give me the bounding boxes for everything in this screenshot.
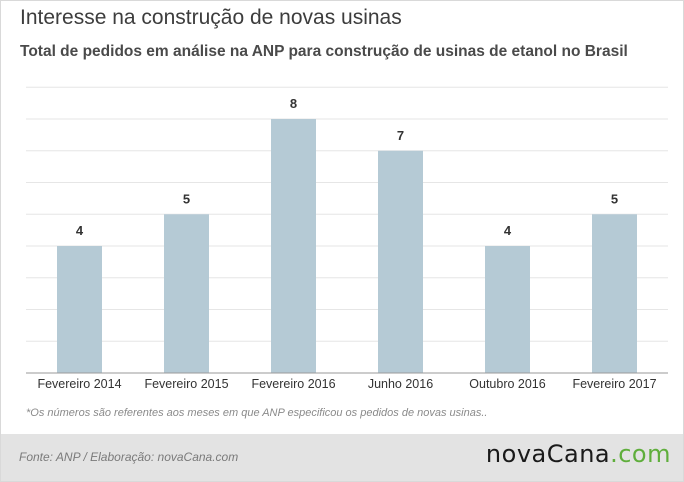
data-label: 4 — [504, 223, 512, 238]
x-tick-label: Junho 2016 — [368, 377, 433, 391]
bar[interactable] — [378, 150, 423, 373]
data-label: 5 — [183, 191, 190, 206]
footer-bar: Fonte: ANP / Elaboração: novaCana.com no… — [1, 434, 683, 481]
bar[interactable] — [592, 214, 637, 373]
data-label: 5 — [611, 191, 618, 206]
gridlines — [26, 86, 668, 342]
x-tick-labels: Fevereiro 2014 Fevereiro 2015 Fevereiro 20… — [37, 377, 656, 391]
x-tick-label: Fevereiro 2014 — [37, 377, 121, 391]
x-tick-label: Fevereiro 2015 — [144, 377, 228, 391]
bar[interactable] — [164, 214, 209, 373]
x-tick-label: Fevereiro 2016 — [251, 377, 335, 391]
bars — [57, 119, 637, 373]
source-text: Fonte: ANP / Elaboração: novaCana.com — [19, 450, 239, 464]
footnote: *Os números são referentes aos meses em … — [26, 407, 488, 419]
chart-title: Interesse na construção de novas usinas — [20, 6, 402, 29]
logo-domain: .com — [610, 440, 671, 468]
bar[interactable] — [271, 119, 316, 373]
value-labels: 4 5 8 7 4 5 — [76, 96, 618, 238]
logo-name: novaCana — [485, 440, 611, 468]
data-label: 4 — [76, 223, 84, 238]
bar[interactable] — [57, 246, 102, 373]
data-label: 7 — [397, 128, 404, 143]
x-tick-label: Outubro 2016 — [469, 377, 545, 391]
novacana-logo[interactable]: novaCana.com — [486, 440, 671, 468]
data-label: 8 — [290, 96, 297, 111]
x-tick-label: Fevereiro 2017 — [572, 377, 656, 391]
chart-subtitle: Total de pedidos em análise na ANP para … — [20, 43, 628, 60]
bar[interactable] — [485, 246, 530, 373]
